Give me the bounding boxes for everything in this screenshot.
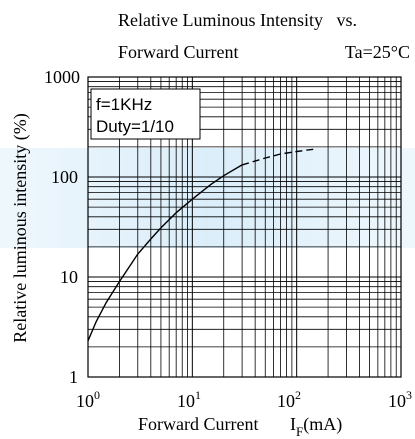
y-axis-title: Relative luminous intensity (%) [10, 113, 31, 342]
watermark-band [0, 148, 415, 248]
y-tick-label: 100 [51, 167, 78, 187]
chart-title-line-2: Forward Current [118, 42, 238, 62]
x-tick-label: 101 [177, 388, 201, 411]
x-tick-label: 100 [76, 388, 100, 411]
y-tick-label: 1 [69, 367, 78, 387]
x-tick-label: 102 [277, 388, 301, 411]
x-tick-label: 103 [388, 388, 412, 411]
curves [87, 148, 316, 342]
legend-line-1: f=1KHz [96, 95, 152, 114]
y-tick-label: 1000 [44, 67, 80, 87]
plot-frame [87, 76, 402, 378]
x-axis-title: Forward Current IF(mA) [138, 414, 342, 439]
curve-dashed-extension [241, 148, 316, 166]
condition-label: Ta=25°C [345, 42, 410, 62]
y-tick-label: 10 [60, 267, 78, 287]
legend-line-2: Duty=1/10 [96, 117, 174, 136]
curve-solid [87, 164, 243, 342]
legend-box [90, 88, 201, 140]
chart-title-line-1: Relative Luminous Intensity vs. [118, 10, 357, 30]
